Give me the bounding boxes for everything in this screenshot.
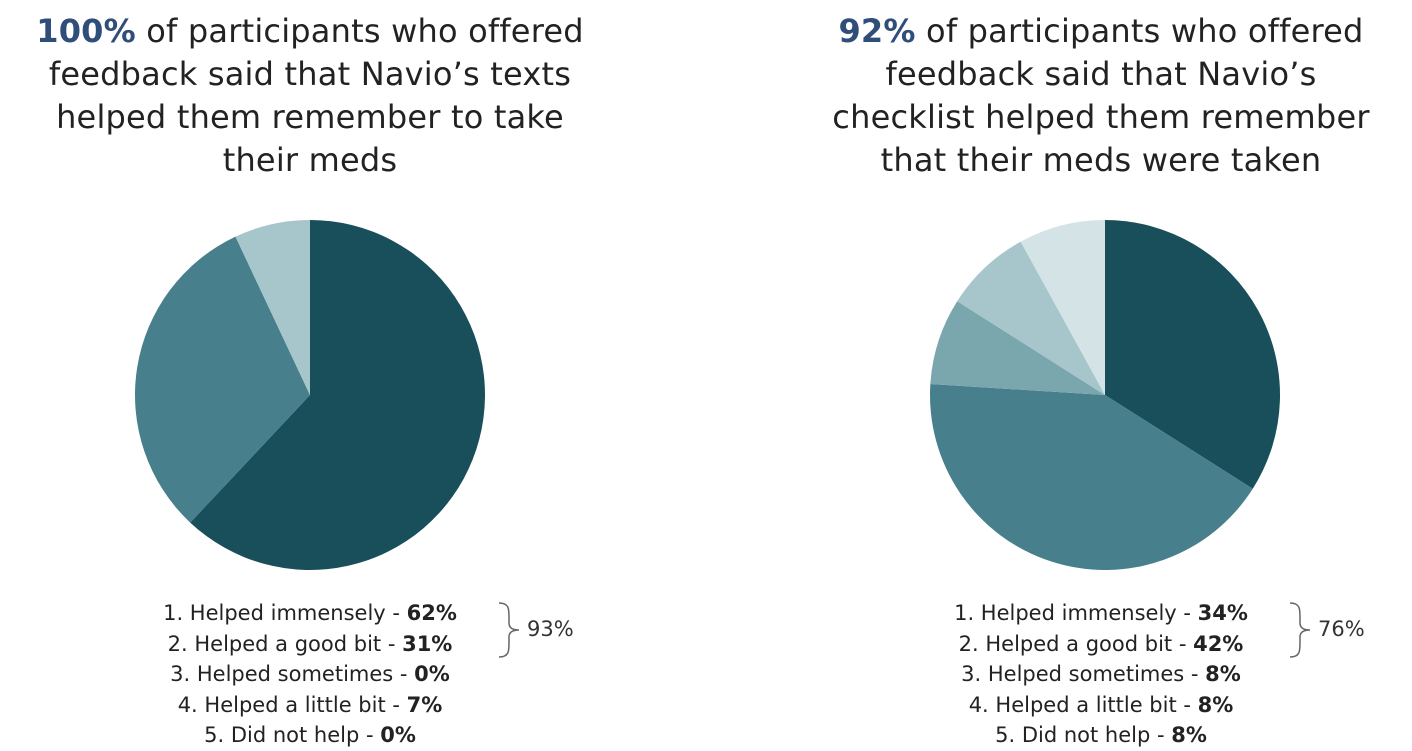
pie-chart [930, 220, 1280, 570]
title-line-4: their meds [222, 141, 398, 179]
pie-slice-helped-sometimes [930, 301, 1105, 395]
pie-chart [135, 220, 485, 570]
title-line-4: that their meds were taken [880, 141, 1322, 179]
chart-panel-checklist: 92% of participants who offered feedback… [790, 0, 1412, 750]
pie-slice-helped-a-good-bit [930, 384, 1253, 570]
title-highlight: 100% [36, 12, 136, 50]
title-line-3: helped them remember to take [56, 98, 564, 136]
legend-item-2: 2. Helped a good bit - 31% [167, 631, 453, 656]
legend-item-4: 4. Helped a little bit - 8% [968, 692, 1234, 717]
group-total: 93% [527, 617, 574, 641]
chart-title: 100% of participants who offered feedbac… [0, 10, 620, 182]
pie-slice-helped-immensely [190, 220, 485, 570]
legend: 1. Helped immensely - 62% 2. Helped a go… [0, 598, 620, 751]
pie-slice-helped-immensely [1105, 220, 1280, 489]
pie-slice-helped-a-good-bit [135, 236, 310, 523]
title-line-3: checklist helped them remember [832, 98, 1370, 136]
chart-title: 92% of participants who offered feedback… [790, 10, 1412, 182]
legend-item-1: 1. Helped immensely - 34% [954, 601, 1248, 625]
title-line-2: feedback said that Navio’s [885, 55, 1317, 93]
pie-slice-helped-a-little-bit [957, 241, 1105, 395]
legend: 1. Helped immensely - 34% 2. Helped a go… [790, 598, 1412, 751]
pie-slice-did-not-help [1020, 220, 1105, 395]
title-line-2: feedback said that Navio’s texts [48, 55, 572, 93]
chart-panel-texts: 100% of participants who offered feedbac… [0, 0, 620, 750]
legend-item-4: 4. Helped a little bit - 7% [177, 692, 443, 717]
legend-item-3: 3. Helped sometimes - 0% [170, 662, 450, 686]
curly-brace-icon [1289, 602, 1311, 658]
legend-item-3: 3. Helped sometimes - 8% [961, 662, 1241, 686]
legend-item-2: 2. Helped a good bit - 42% [958, 631, 1244, 656]
title-line-1: of participants who offered [926, 12, 1364, 50]
title-highlight: 92% [838, 12, 916, 50]
curly-brace-icon [498, 602, 520, 658]
pie-slice-helped-a-little-bit [235, 220, 310, 395]
legend-item-1: 1. Helped immensely - 62% [163, 601, 457, 625]
legend-item-5: 5. Did not help - 0% [204, 723, 416, 747]
group-total: 76% [1318, 617, 1365, 641]
title-line-1: of participants who offered [146, 12, 584, 50]
legend-item-5: 5. Did not help - 8% [995, 723, 1207, 747]
